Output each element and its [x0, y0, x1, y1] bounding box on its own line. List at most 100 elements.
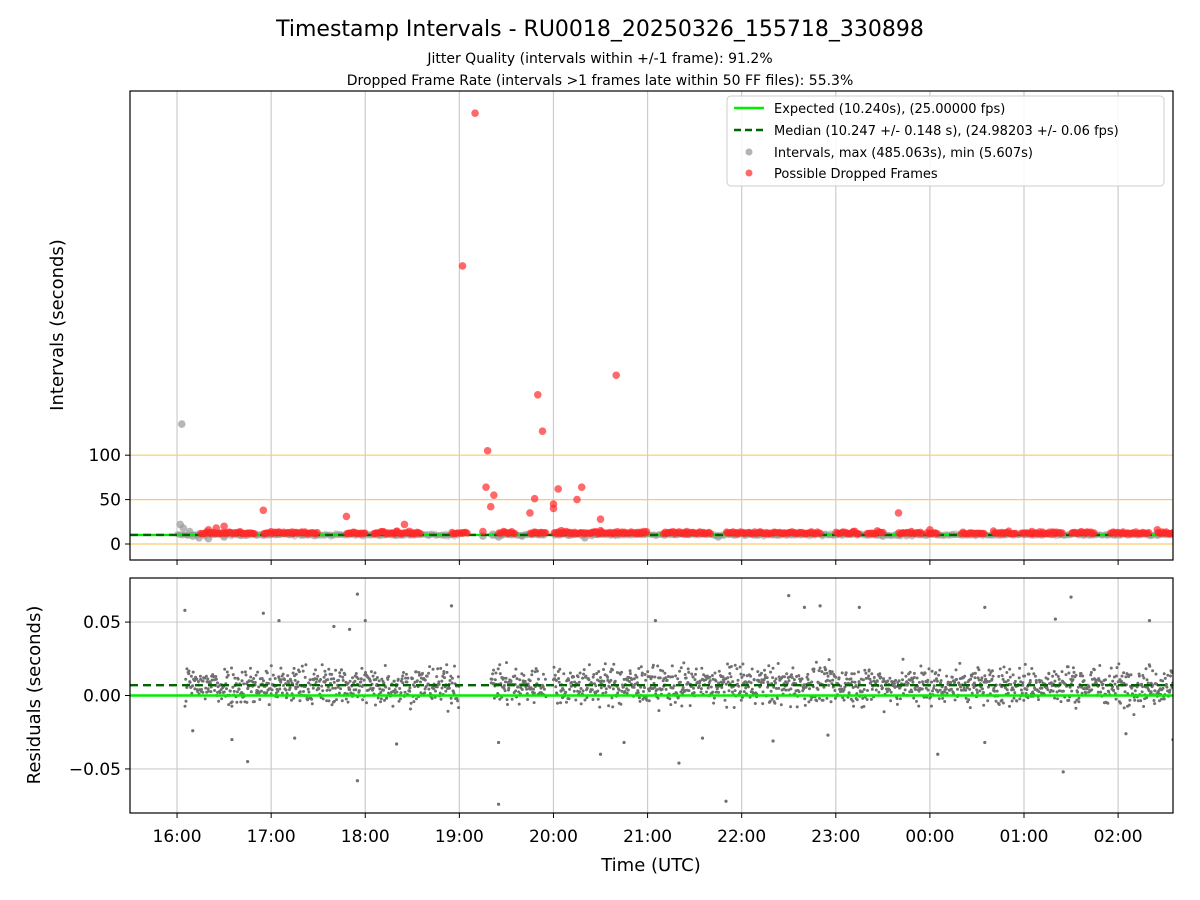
- residual-point: [1002, 665, 1006, 669]
- dropped-frame-point: [918, 530, 926, 538]
- residual-point: [227, 703, 231, 707]
- residual-point: [445, 663, 449, 667]
- residual-point: [232, 689, 236, 693]
- chart-title: Timestamp Intervals - RU0018_20250326_15…: [275, 17, 924, 42]
- dropped-frame-point: [482, 483, 490, 491]
- x-tick-label: 00:00: [905, 827, 954, 847]
- residual-point: [1114, 674, 1118, 678]
- residual-point: [860, 690, 864, 694]
- residual-point: [594, 684, 598, 688]
- residual-point: [814, 660, 818, 664]
- residual-point: [620, 689, 624, 693]
- residual-point: [518, 678, 522, 682]
- residual-point: [498, 697, 502, 701]
- x-tick-label: 16:00: [153, 827, 202, 847]
- residual-point: [901, 657, 905, 661]
- residual-point: [592, 673, 596, 676]
- residual-point: [306, 687, 310, 691]
- residual-point: [934, 671, 938, 675]
- residual-point: [912, 671, 916, 675]
- residual-point: [669, 703, 673, 707]
- residual-point: [647, 689, 651, 693]
- dropped-frame-point: [1169, 528, 1173, 537]
- residual-outlier-point: [983, 605, 987, 609]
- residual-point: [333, 699, 336, 703]
- residual-point: [1056, 675, 1060, 678]
- residual-point: [581, 689, 585, 693]
- residual-point: [935, 677, 938, 681]
- residual-point: [327, 699, 331, 703]
- residual-outlier-point: [653, 618, 658, 623]
- residual-point: [195, 677, 199, 681]
- residual-point: [750, 687, 754, 691]
- residual-outlier-point: [347, 627, 352, 632]
- residual-point: [1008, 667, 1012, 671]
- residual-point: [954, 668, 958, 672]
- residual-point: [554, 685, 558, 689]
- residual-point: [919, 664, 923, 668]
- residual-point: [231, 673, 235, 677]
- residual-point: [243, 670, 247, 674]
- residual-point: [808, 687, 811, 691]
- residual-point: [210, 678, 214, 682]
- residual-point: [771, 676, 775, 680]
- residual-point: [1030, 667, 1034, 670]
- residual-point: [1107, 690, 1111, 694]
- residual-point: [1046, 677, 1050, 681]
- residual-point: [1006, 678, 1010, 682]
- residual-point: [1079, 672, 1083, 675]
- residual-point: [1123, 690, 1127, 694]
- residual-point: [206, 677, 210, 681]
- residual-point: [1053, 679, 1057, 683]
- residual-outlier-point: [363, 618, 367, 623]
- residual-point: [340, 699, 344, 703]
- residual-point: [330, 703, 334, 707]
- residual-point: [733, 689, 737, 693]
- residual-point: [1051, 689, 1055, 693]
- residual-point: [216, 681, 219, 685]
- residual-point: [446, 709, 450, 713]
- residual-point: [712, 696, 716, 700]
- residual-point: [898, 697, 902, 701]
- residual-point: [449, 674, 453, 678]
- residual-point: [562, 672, 566, 676]
- residual-point: [812, 669, 816, 673]
- residual-point: [797, 674, 801, 678]
- residual-point: [807, 700, 811, 704]
- residual-point: [931, 689, 934, 693]
- residual-point: [628, 680, 631, 683]
- residual-point: [1168, 688, 1172, 692]
- residual-point: [599, 686, 603, 690]
- residual-point: [630, 678, 634, 681]
- residual-point: [610, 696, 614, 700]
- residual-point: [986, 699, 990, 703]
- residual-point: [867, 674, 871, 678]
- dropped-frame-point: [816, 529, 825, 537]
- residual-point: [1136, 699, 1140, 703]
- residual-point: [419, 680, 422, 684]
- residual-point: [314, 668, 317, 672]
- residual-point: [1119, 701, 1122, 705]
- residual-outlier-point: [246, 759, 250, 764]
- residual-point: [444, 689, 448, 693]
- residual-point: [268, 677, 272, 681]
- residual-point: [923, 671, 927, 675]
- residual-point: [254, 673, 258, 677]
- residual-point: [282, 683, 285, 687]
- residual-point: [1008, 675, 1012, 679]
- residual-point: [204, 674, 208, 678]
- residual-point: [822, 672, 826, 676]
- residual-point: [404, 676, 408, 680]
- residual-point: [787, 679, 791, 683]
- residual-point: [204, 686, 208, 690]
- residual-point: [498, 672, 502, 676]
- residual-point: [1078, 674, 1082, 678]
- residual-point: [440, 686, 444, 690]
- residual-point: [749, 681, 753, 685]
- dropped-frame-point: [643, 528, 651, 536]
- residual-point: [1009, 683, 1013, 686]
- residual-point: [541, 672, 545, 676]
- residual-point: [1010, 699, 1014, 703]
- residual-point: [978, 689, 982, 693]
- residual-point: [617, 688, 621, 692]
